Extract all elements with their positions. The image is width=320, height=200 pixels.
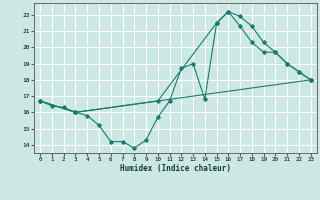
X-axis label: Humidex (Indice chaleur): Humidex (Indice chaleur): [120, 164, 231, 173]
